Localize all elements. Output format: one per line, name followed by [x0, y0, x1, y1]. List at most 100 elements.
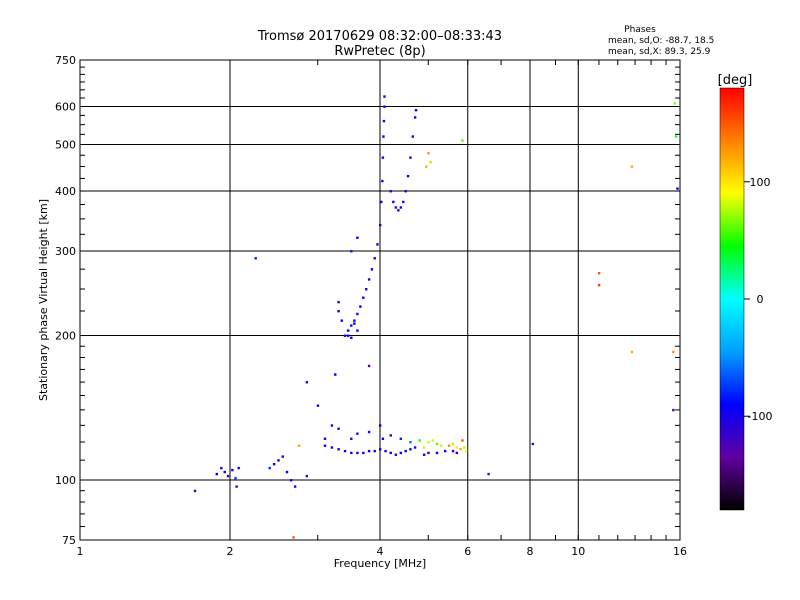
data-point	[340, 319, 344, 322]
data-point	[447, 444, 451, 447]
data-point	[268, 466, 271, 470]
data-point	[409, 448, 412, 451]
data-point	[431, 439, 434, 442]
data-point	[435, 451, 439, 455]
y-axis-label: Stationary phase Virtual Height [km]	[37, 199, 50, 401]
data-point	[346, 329, 350, 332]
data-point	[285, 470, 289, 474]
y-tick-label: 600	[55, 101, 76, 114]
chart-title: Tromsø 20170629 08:32:00–08:33:43	[257, 29, 502, 44]
data-point	[367, 364, 371, 368]
data-point	[461, 439, 464, 442]
data-point	[365, 288, 368, 291]
data-point	[427, 441, 430, 444]
data-point	[379, 448, 382, 451]
colorbar-tick-label: -100	[748, 410, 773, 423]
data-point	[223, 470, 226, 474]
data-point	[425, 165, 428, 168]
data-point	[373, 257, 376, 260]
data-point	[330, 424, 334, 427]
data-point	[414, 109, 418, 112]
data-point	[461, 139, 464, 142]
x-tick-label: 10	[571, 545, 585, 558]
data-point	[418, 439, 421, 442]
data-point	[356, 451, 359, 455]
data-point	[672, 350, 675, 354]
x-tick-label: 1	[77, 545, 84, 558]
data-point	[379, 223, 382, 227]
data-point	[409, 156, 412, 159]
data-point	[237, 466, 240, 470]
data-point	[382, 119, 386, 123]
data-point	[413, 116, 417, 119]
data-point	[392, 200, 395, 204]
data-point	[356, 312, 359, 316]
data-point	[439, 444, 443, 447]
data-point	[531, 442, 535, 446]
data-point	[389, 190, 392, 193]
data-point	[305, 474, 309, 478]
data-point	[383, 95, 386, 98]
data-point	[350, 324, 353, 327]
x-tick-label: 2	[227, 545, 234, 558]
data-point	[356, 329, 359, 332]
data-point	[362, 296, 365, 299]
data-point	[381, 156, 385, 159]
data-point	[630, 165, 634, 168]
data-point	[337, 309, 340, 313]
data-point	[384, 449, 387, 453]
data-point	[359, 305, 362, 308]
data-point	[281, 455, 284, 458]
data-point	[389, 451, 392, 455]
data-point	[330, 446, 334, 449]
data-point	[337, 427, 340, 430]
data-point	[672, 408, 675, 412]
data-point	[235, 485, 238, 488]
grid-lines	[80, 60, 680, 540]
y-tick-label: 750	[55, 54, 76, 67]
colorbar-label: [deg]	[718, 73, 753, 88]
data-point	[397, 209, 400, 212]
data-point	[316, 404, 320, 407]
colorbar-tick-label: 0	[757, 293, 764, 306]
data-point	[411, 135, 414, 138]
x-tick-label: 16	[673, 545, 687, 558]
data-point	[451, 449, 455, 453]
data-point	[399, 451, 403, 455]
data-point	[404, 449, 407, 453]
data-point	[455, 446, 459, 449]
data-point	[381, 179, 384, 183]
data-point	[353, 319, 356, 322]
data-point	[394, 206, 398, 209]
data-point	[353, 322, 356, 325]
data-point	[367, 449, 371, 453]
data-point	[362, 451, 365, 455]
data-point	[350, 451, 353, 455]
data-point	[427, 152, 430, 155]
data-point	[487, 472, 490, 476]
data-point	[234, 476, 237, 480]
data-point	[231, 468, 234, 472]
stats-heading: Phases	[624, 25, 656, 35]
data-point	[422, 446, 426, 449]
data-point	[292, 536, 295, 539]
data-point	[343, 449, 347, 453]
data-point	[373, 449, 376, 453]
data-point	[379, 424, 382, 427]
x-tick-label: 4	[377, 545, 384, 558]
data-point	[381, 437, 385, 440]
y-tick-label: 100	[55, 474, 76, 487]
data-point	[297, 444, 301, 447]
data-point	[350, 336, 353, 340]
data-point	[597, 283, 601, 287]
data-point	[215, 472, 219, 476]
data-point	[464, 449, 468, 453]
data-point	[673, 102, 676, 105]
data-point	[389, 434, 392, 437]
stats-x-mode: mean, sd,X: 89.3, 25.9	[608, 47, 711, 57]
data-point	[630, 350, 634, 354]
data-point	[674, 135, 678, 138]
stats-o-mode: mean, sd,O: -88.7, 18.5	[608, 36, 714, 46]
x-tick-labels: 1 2 4 6 8 10 16	[77, 545, 688, 558]
